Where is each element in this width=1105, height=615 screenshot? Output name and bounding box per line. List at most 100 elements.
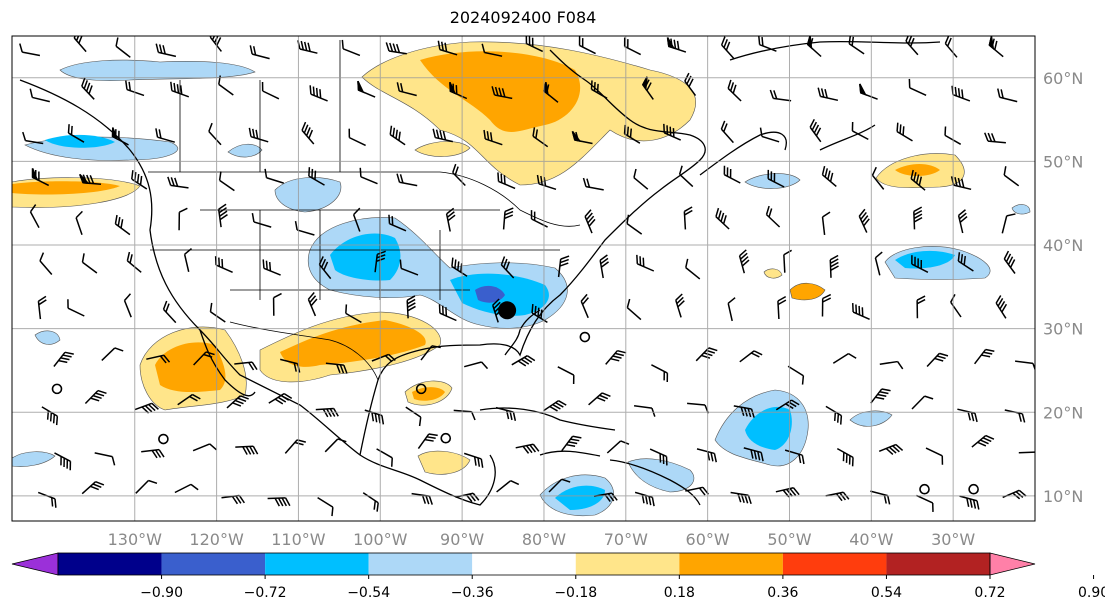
wind-barb	[264, 168, 284, 184]
wind-barb	[396, 82, 417, 97]
wind-barb	[67, 299, 85, 317]
wind-barb	[1001, 213, 1016, 234]
gridlines	[12, 36, 1035, 521]
wind-barb	[357, 80, 376, 98]
wind-barb	[878, 443, 904, 455]
colorbar-label: −0.90	[140, 585, 183, 601]
wind-barb	[294, 221, 315, 236]
wind-barb	[155, 43, 177, 58]
wind-barb	[483, 129, 503, 146]
wind-barb	[758, 36, 777, 52]
wind-barb	[557, 255, 570, 278]
wind-barb	[641, 76, 654, 100]
lat-label: 30°N	[1043, 320, 1083, 339]
wind-barb	[743, 447, 764, 462]
latitude-labels: 60°N 50°N 40°N 30°N 20°N 10°N	[1043, 69, 1083, 506]
wind-barb	[234, 361, 258, 371]
wind-barb	[910, 169, 926, 191]
longitude-labels: 130°W 120°W 110°W 100°W 90°W 80°W 70°W 60°W 50°W…	[108, 530, 976, 549]
colorbar-label: −0.72	[244, 585, 287, 601]
wind-barb	[590, 80, 608, 99]
wind-barb	[784, 449, 805, 465]
wind-barb	[125, 80, 145, 97]
wind-barb	[162, 300, 177, 324]
map-frame	[11, 35, 1036, 522]
calm-circle	[158, 433, 169, 445]
wind-barb	[502, 207, 514, 230]
wind-barb	[561, 435, 582, 452]
wind-barb	[261, 82, 280, 100]
wind-barb	[783, 249, 793, 273]
colorbar-label: −0.54	[347, 585, 390, 601]
wind-barb	[605, 349, 627, 365]
political-borders	[148, 40, 581, 381]
wind-barb	[1018, 451, 1035, 454]
lon-label: 90°W	[440, 530, 484, 549]
wind-barb	[218, 75, 234, 96]
wind-barb	[115, 37, 131, 58]
calm-markers	[51, 331, 979, 495]
wind-barb	[396, 173, 418, 187]
calm-circle	[51, 383, 63, 395]
wind-barb	[308, 167, 325, 186]
calm-circle	[968, 483, 979, 495]
calm-circle	[415, 383, 427, 395]
wind-barb	[325, 362, 348, 374]
wind-barb	[492, 298, 503, 323]
wind-barb	[926, 352, 949, 368]
wind-barb	[684, 72, 697, 97]
wind-barb	[959, 495, 980, 510]
colorbar-label: 0.72	[974, 585, 1005, 601]
wind-barb	[944, 36, 958, 58]
wind-barb	[218, 171, 235, 192]
wind-barb	[532, 127, 549, 148]
wind-barb	[879, 360, 904, 370]
wind-barb	[67, 124, 85, 143]
wind-barb	[134, 402, 159, 414]
wind-barb	[123, 293, 132, 318]
lon-label: 40°W	[849, 530, 893, 549]
wind-barb	[94, 452, 116, 466]
wind-barb	[806, 36, 822, 58]
wind-barb	[111, 127, 129, 146]
wind-barb	[832, 352, 857, 364]
wind-barb	[464, 361, 489, 370]
wind-barb	[84, 389, 107, 405]
wind-barb	[623, 124, 641, 144]
wind-barb	[37, 295, 47, 320]
wind-barb	[389, 125, 406, 146]
wind-barb	[399, 259, 419, 276]
wind-barb	[817, 87, 839, 102]
wind-barb	[217, 203, 228, 228]
wind-barb	[536, 174, 557, 191]
wind-barb	[723, 165, 741, 184]
wind-barb	[911, 395, 934, 410]
wind-barb	[836, 447, 854, 467]
wind-barb	[787, 365, 805, 385]
wind-barb	[167, 176, 189, 189]
wind-barb	[995, 295, 1008, 319]
colorbar-label: 0.18	[664, 585, 695, 601]
wind-barb	[437, 40, 458, 56]
wind-barb	[511, 355, 536, 367]
wind-barb	[543, 400, 567, 412]
wind-barb	[829, 254, 839, 278]
wind-barb	[588, 392, 611, 406]
wind-barb	[543, 82, 559, 103]
lon-label: 100°W	[353, 530, 408, 549]
wind-barb	[871, 166, 885, 190]
wind-barb	[345, 304, 362, 324]
wind-barb	[417, 433, 438, 450]
wind-barb	[696, 448, 718, 463]
wind-barb	[500, 256, 515, 279]
lon-label: 50°W	[767, 530, 811, 549]
wind-barb	[809, 118, 822, 143]
wind-barb	[666, 37, 687, 53]
wind-barb	[19, 43, 41, 57]
wind-barb	[192, 443, 217, 452]
wind-barb	[177, 393, 201, 406]
wind-barb	[997, 88, 1018, 103]
wind-barb	[451, 257, 468, 277]
lon-label: 110°W	[271, 530, 326, 549]
wind-barb	[1003, 166, 1020, 187]
